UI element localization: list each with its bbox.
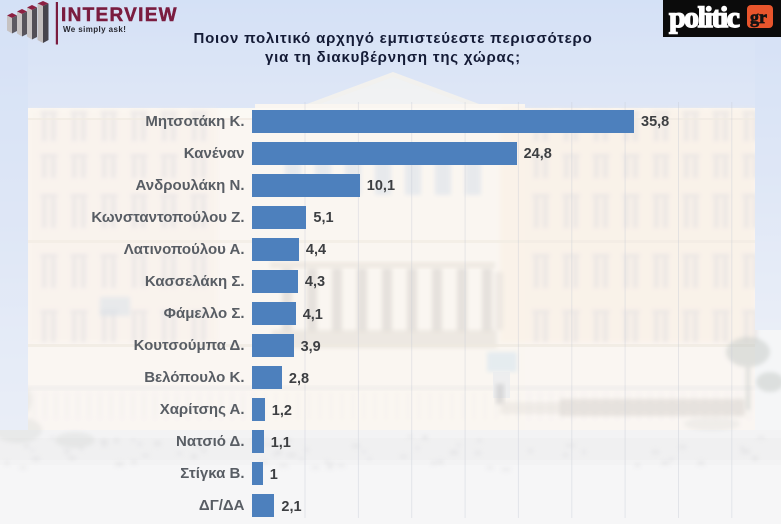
svg-text:INTERVIEW: INTERVIEW [61,5,178,26]
svg-text:gr: gr [750,7,767,27]
svg-text:politic: politic [669,1,740,34]
svg-text:We simply ask!: We simply ask! [63,25,126,34]
